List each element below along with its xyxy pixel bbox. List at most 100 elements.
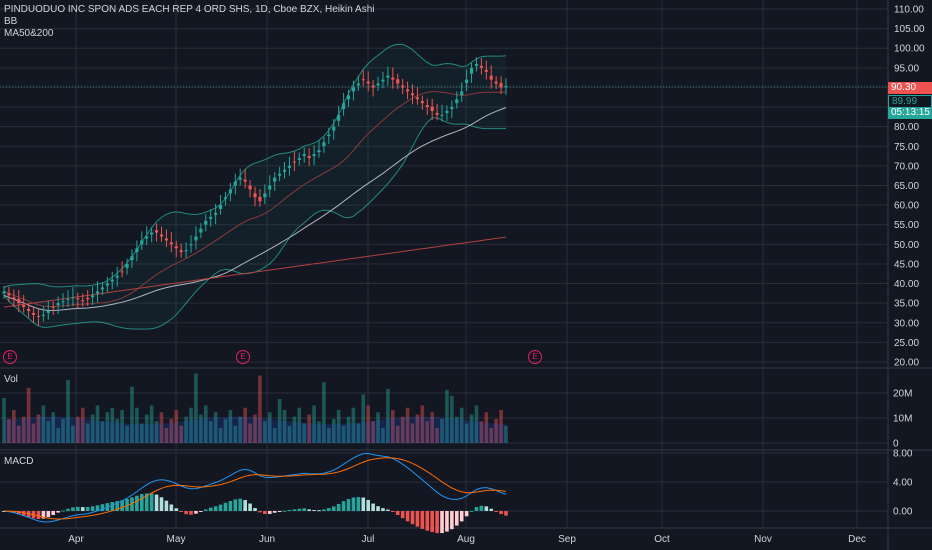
macd-histogram-bar [203, 509, 208, 511]
candle-body [263, 193, 267, 198]
volume-bar [125, 425, 129, 443]
macd-histogram-bar [381, 508, 385, 511]
volume-bar [376, 412, 380, 443]
candle-body [115, 275, 119, 278]
volume-bar [7, 419, 11, 443]
candle-body [469, 67, 474, 74]
macd-histogram-bar [469, 510, 474, 512]
volume-bar [174, 410, 179, 443]
candle-body [17, 298, 21, 304]
candle-body [425, 105, 429, 108]
candle-body [130, 256, 134, 261]
volume-bar [312, 405, 316, 443]
volume-bar [282, 410, 287, 443]
volume-bar [371, 421, 375, 443]
macd-histogram-bar [189, 511, 193, 515]
candle-body [22, 305, 26, 308]
volume-bar [213, 412, 218, 443]
earnings-marker[interactable]: E [3, 350, 17, 364]
candle-body [253, 193, 257, 198]
macd-histogram-bar [208, 507, 213, 511]
volume-bar [71, 425, 75, 443]
volume-bar [130, 386, 134, 443]
candle-body [51, 306, 55, 308]
volume-bar [90, 414, 95, 443]
earnings-marker[interactable]: E [528, 350, 542, 364]
macd-histogram-bar [356, 497, 361, 511]
volume-bar [499, 410, 503, 443]
volume-bar [218, 428, 223, 443]
macd-histogram-bar [371, 503, 375, 511]
price-candles [2, 57, 508, 326]
volume-bar [149, 405, 154, 443]
volume-axis-label: 10M [893, 414, 912, 425]
time-axis-label: Dec [848, 534, 866, 545]
volume-bar [169, 419, 174, 443]
indicator-ma-label[interactable]: MA50&200 [4, 28, 54, 39]
volume-bar [199, 414, 203, 443]
volume-bar [400, 416, 405, 443]
candle-body [100, 287, 105, 290]
macd-pane-label[interactable]: MACD [4, 456, 34, 467]
countdown-badge: 05:13:15 [888, 107, 932, 119]
volume-bar [410, 423, 415, 443]
volume-bar [464, 423, 469, 443]
volume-bar [272, 428, 277, 443]
candle-body [174, 246, 178, 249]
candle-body [430, 106, 434, 111]
candle-body [455, 99, 459, 104]
macd-histogram-bar [376, 506, 380, 511]
macd-histogram-bar [253, 508, 257, 511]
time-axis-label: Apr [68, 534, 84, 545]
macd-indicator [2, 452, 508, 534]
volume-bar [381, 428, 385, 443]
volume-bar [469, 414, 474, 443]
candle-body [154, 230, 159, 233]
volume-pane-label[interactable]: Vol [4, 374, 18, 385]
candle-body [435, 112, 439, 115]
volume-bar [159, 412, 164, 443]
macd-histogram-bar [391, 511, 395, 513]
volume-bar [420, 405, 425, 443]
ma50-line [3, 107, 507, 312]
macd-histogram-bar [100, 504, 105, 511]
candle-body [223, 197, 228, 199]
candle-body [396, 79, 400, 84]
macd-histogram-bar [474, 506, 479, 511]
volume-bar [233, 425, 238, 443]
earnings-marker[interactable]: E [236, 350, 250, 364]
price-axis-label: 45.00 [894, 259, 919, 270]
macd-histogram-bar [80, 507, 85, 511]
volume-bar [194, 373, 198, 443]
candle-body [31, 312, 36, 315]
indicator-bb-label[interactable]: BB [4, 16, 18, 27]
candle-body [287, 165, 292, 168]
macd-histogram-bar [489, 508, 494, 511]
volume-bar [228, 410, 233, 443]
volume-bar [297, 407, 302, 443]
candle-body [159, 234, 164, 237]
macd-histogram-bar [282, 510, 287, 512]
candle-body [302, 154, 306, 157]
macd-histogram-bar [115, 501, 119, 511]
macd-histogram-bar [494, 511, 498, 512]
volume-bar [140, 423, 144, 443]
candle-body [56, 303, 60, 306]
bb-upper-line [3, 43, 507, 288]
volume-bar [263, 421, 267, 443]
macd-histogram-bar [194, 511, 198, 514]
macd-histogram-bar [76, 506, 80, 511]
price-axis-label: 110.00 [894, 5, 924, 16]
volume-bar [430, 412, 434, 443]
volume-bar [243, 407, 247, 443]
volume-bar [184, 416, 188, 443]
volume-bar [366, 405, 370, 443]
candle-body [440, 114, 444, 116]
macd-histogram-bar [267, 511, 272, 514]
macd-histogram-bar [149, 493, 154, 511]
volume-bar [494, 419, 498, 443]
volume-bar [504, 425, 508, 443]
macd-histogram-bar [361, 497, 366, 511]
candle-body [489, 75, 493, 80]
